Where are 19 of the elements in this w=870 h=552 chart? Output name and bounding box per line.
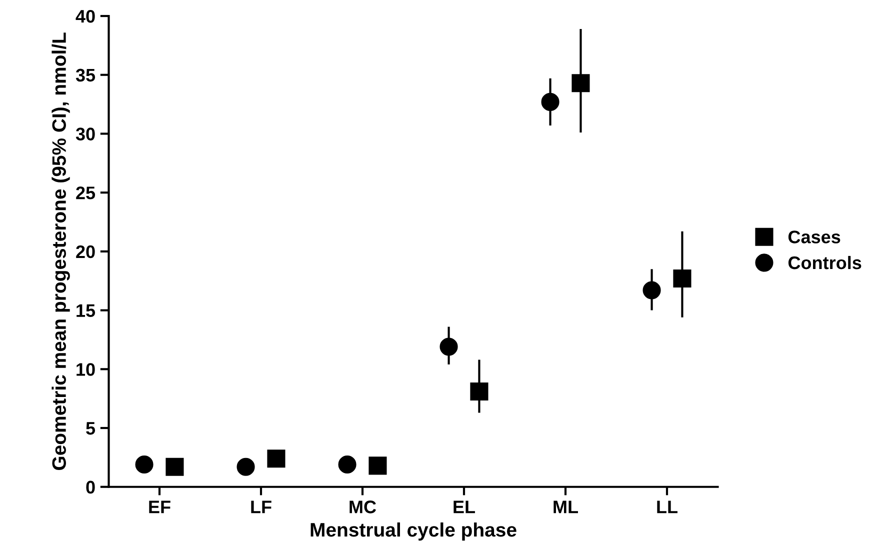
legend-label: Controls (788, 256, 862, 270)
y-axis-title: Geometric mean progesterone (95% CI), nmol/L (52, 32, 70, 470)
x-tick-label: MC (350, 500, 376, 514)
y-tick-label: 30 (76, 128, 95, 140)
x-tick-label: LF (251, 500, 272, 514)
y-tick-label: 25 (76, 186, 96, 200)
y-tick-label: 20 (76, 245, 95, 258)
x-axis-title: Menstrual cycle phase (310, 522, 516, 541)
y-tick-label: 5 (86, 422, 96, 435)
y-tick-label: 40 (76, 10, 95, 23)
y-tick-label: 15 (76, 304, 96, 318)
y-tick-label: 0 (86, 480, 95, 494)
x-tick-label: LL (657, 500, 678, 514)
x-tick-label: ML (554, 500, 578, 514)
x-tick-label: EL (454, 500, 475, 514)
legend-label: Cases (788, 230, 840, 244)
x-tick-label: EF (149, 500, 170, 514)
y-tick-label: 35 (76, 68, 96, 82)
y-tick-label: 10 (76, 363, 95, 376)
